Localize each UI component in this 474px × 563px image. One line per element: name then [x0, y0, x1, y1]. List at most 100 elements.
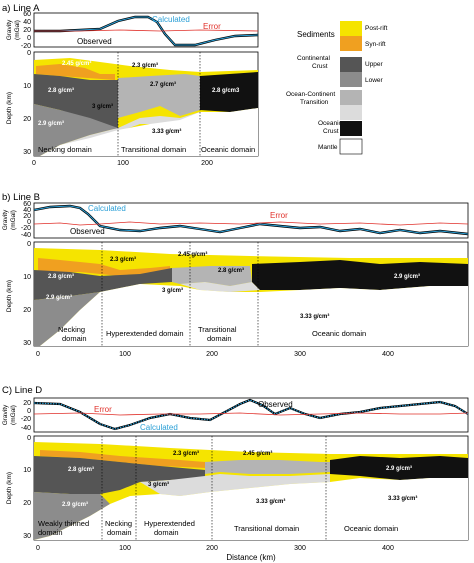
- domain-label: Transitional domain: [121, 145, 186, 154]
- depth-c-tick: 20: [23, 500, 31, 507]
- depth-c-tick: 0: [27, 435, 31, 442]
- legend-upper: Upper: [365, 61, 384, 68]
- depth-c-xtick: 100: [119, 545, 131, 552]
- depth-a-xtick: 0: [32, 160, 36, 167]
- domain-label: Hyperextended: [144, 519, 195, 528]
- oct-layer: [205, 460, 330, 474]
- gravity-c-tick: 0: [27, 408, 31, 415]
- density-label: 2.9 g/cm³: [46, 294, 72, 301]
- density-label: 3.33 g/cm³: [300, 313, 329, 320]
- panel-c-gravity-plot: Gravity (mGal) 20 0 -20 -40 Error Calcul…: [2, 397, 469, 433]
- domain-label: Necking: [105, 519, 132, 528]
- legend-sediments: Sediments: [297, 30, 335, 39]
- gravity-b-ylabel-1: Gravity: [2, 209, 9, 230]
- panel-b-title: b) Line B: [2, 192, 40, 203]
- depth-b-xtick: 400: [382, 351, 394, 358]
- legend-swatch-lower: [340, 72, 362, 87]
- oceanic-crust: [200, 72, 258, 112]
- gravity-c-frame: [33, 397, 469, 433]
- depth-a-xtick: 100: [117, 160, 129, 167]
- gravity-a-error-label: Error: [203, 22, 221, 31]
- depth-b-xtick: 300: [294, 351, 306, 358]
- legend-swatch-syn-rift: [340, 36, 362, 51]
- gravity-a-ylabel-1: Gravity: [6, 19, 13, 40]
- gravity-b-calculated-label: Calculated: [88, 204, 126, 213]
- oct-layer: [118, 74, 200, 118]
- legend-swatch-oct: [340, 90, 362, 105]
- gravity-b-tick: -40: [21, 232, 31, 239]
- legend-oceanic-1: Oceanic: [318, 120, 343, 127]
- gravity-b-tick: -20: [21, 225, 31, 232]
- density-label: 2.7 g/cm³: [150, 81, 176, 88]
- density-label: 3.33 g/cm³: [388, 495, 417, 502]
- domain-label: domain: [62, 334, 87, 343]
- depth-c-xtick: 200: [206, 545, 218, 552]
- density-label: 2.9 g/cm³: [394, 273, 420, 280]
- syn-rift-layer: [36, 64, 115, 80]
- mantle: [34, 284, 468, 346]
- depth-b-xtick: 200: [206, 351, 218, 358]
- depth-b-xtick: 100: [119, 351, 131, 358]
- density-label: 2.8 g/cm³: [48, 87, 74, 94]
- panel-a-gravity-plot: Gravity (mGal) 60 40 20 0 -20 Calculated…: [6, 11, 259, 50]
- gravity-a-calculated-curve: [34, 16, 259, 46]
- density-label: 2.9 g/cm³: [386, 465, 412, 472]
- domain-label: Transitional domain: [234, 524, 299, 533]
- density-label: 3 g/cm³: [162, 287, 183, 294]
- domain-label: domain: [107, 528, 132, 537]
- density-label: 2.9 g/cm³: [62, 501, 88, 508]
- legend-post-rift: Post-rift: [365, 25, 388, 32]
- depth-b-xtick: 0: [36, 351, 40, 358]
- depth-b-tick: 10: [23, 274, 31, 281]
- legend-continental: Continental: [297, 55, 330, 62]
- domain-label: Hyperextended domain: [106, 329, 184, 338]
- gravity-c-calculated-curve: [33, 399, 469, 430]
- legend-crust: Crust: [312, 63, 328, 70]
- depth-a-ylabel: Depth (km): [6, 92, 13, 124]
- legend-swatch-oct-light: [340, 105, 362, 120]
- gravity-a-tick: 0: [27, 35, 31, 42]
- density-label: 2.45 g/cm³: [178, 251, 207, 258]
- gravity-a-error-curve: [34, 29, 259, 32]
- legend-swatch-post-rift: [340, 21, 362, 36]
- depth-b-ylabel: Depth (km): [6, 280, 13, 312]
- gravity-b-observed-label: Observed: [70, 227, 105, 236]
- depth-b-tick: 0: [27, 241, 31, 248]
- density-label: 3.33 g/cm³: [152, 128, 181, 135]
- oct-layer: [172, 266, 252, 286]
- lower-crust: [34, 292, 100, 346]
- panel-a-title: a) Line A: [2, 3, 40, 14]
- upper-crust: [34, 456, 205, 494]
- density-label: 3.33 g/cm³: [256, 498, 285, 505]
- depth-a-tick: 20: [23, 116, 31, 123]
- panel-b-depth-section: 2.45 g/cm³ 2.3 g/cm³ 2.8 g/cm³ 2.8 g/cm³…: [6, 241, 469, 358]
- panel-c-title: C) Line D: [2, 385, 42, 396]
- gravity-c-ylabel-1: Gravity: [2, 404, 9, 425]
- density-label: 2.8 g/cm³: [68, 466, 94, 473]
- gravity-b-ylabel-2: (mGal): [10, 210, 17, 230]
- upper-crust: [34, 74, 118, 130]
- gravity-a-tick: -20: [21, 43, 31, 50]
- oct-light-layer: [180, 282, 260, 292]
- gravity-a-tick: 60: [23, 11, 31, 18]
- depth-b-tick: 20: [23, 307, 31, 314]
- density-label: 2.9 g/cm³: [38, 120, 64, 127]
- gravity-c-observed-label: Observed: [258, 400, 293, 409]
- gravity-c-tick: -20: [21, 416, 31, 423]
- depth-a-xtick: 200: [201, 160, 213, 167]
- depth-c-ylabel: Depth (km): [6, 472, 13, 504]
- lower-crust: [34, 492, 110, 540]
- oct-light-layer: [140, 474, 330, 496]
- gravity-a-tick: 40: [23, 19, 31, 26]
- gravity-b-tick: 0: [27, 219, 31, 226]
- gravity-b-tick: 20: [23, 213, 31, 220]
- gravity-b-tick: 40: [23, 207, 31, 214]
- depth-a-tick: 30: [23, 149, 31, 156]
- depth-c-xtick: 300: [294, 545, 306, 552]
- density-label: 3 g/cm³: [92, 103, 113, 110]
- gravity-c-error-label: Error: [94, 405, 112, 414]
- depth-c-xtick: 0: [36, 545, 40, 552]
- legend-oct-2: Transition: [300, 99, 329, 106]
- domain-label: domain: [154, 528, 179, 537]
- density-label: 2.45 g/cm³: [62, 60, 91, 67]
